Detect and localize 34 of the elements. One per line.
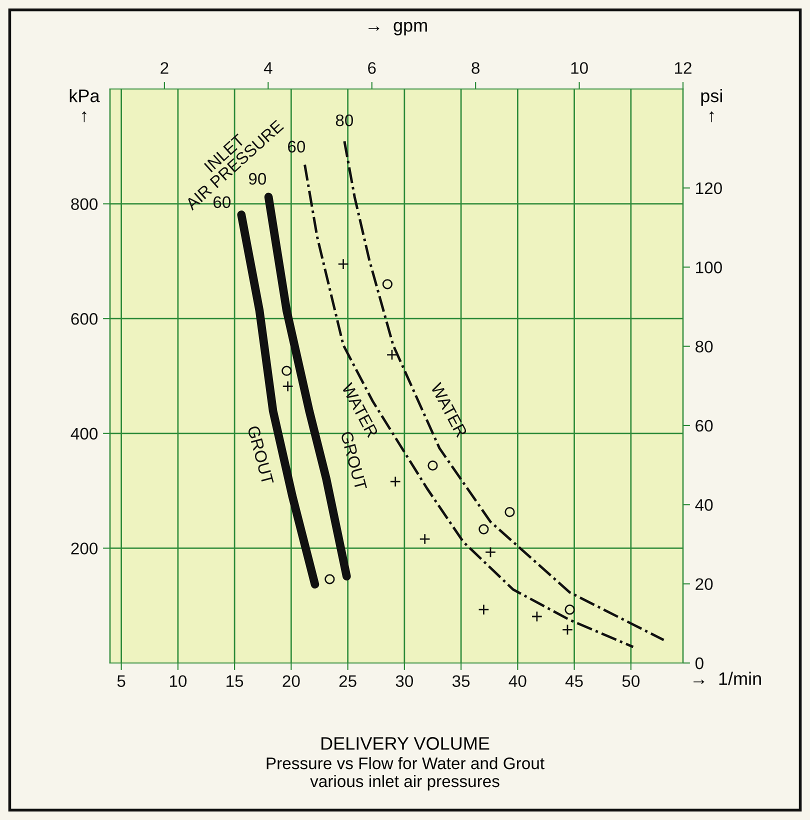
x-tick-label: 35 [452, 675, 470, 688]
x-tick-label: 5 [117, 675, 126, 688]
x-tick-label: 30 [396, 675, 414, 688]
text: DELIVERY VOLUME [322, 737, 490, 750]
x-tick-label: 40 [508, 675, 526, 688]
x2-axis-title: → gpm [368, 22, 427, 36]
x-tick-label: 50 [622, 675, 640, 688]
x-tick-label: 15 [226, 675, 244, 688]
x2-tick-label: 10 [571, 62, 588, 74]
y2-tick-label: 20 [696, 578, 713, 590]
x2-tick-label: 2 [160, 62, 168, 74]
text: Pressure vs Flow for Water and Grout various inlet air pressures [266, 757, 544, 790]
y-tick-label: 400 [70, 428, 98, 440]
y-tick-label: 600 [71, 313, 98, 325]
x2-tick-label: 6 [368, 62, 376, 74]
annotation: GROUT [247, 425, 274, 486]
x2-tick-label: 12 [675, 62, 692, 74]
y2-tick-label: 60 [696, 420, 713, 432]
x-axis-title: → 1/min [694, 672, 761, 686]
y-tick-label: 200 [71, 542, 98, 554]
y2-tick-label: 120 [696, 182, 722, 194]
x-tick-label: 20 [282, 675, 300, 688]
y-tick-label: 800 [71, 198, 98, 210]
y2-tick-label: 100 [696, 262, 722, 274]
y-axis-title: kPa ↑ [70, 89, 100, 122]
y2-tick-label: 40 [695, 499, 713, 511]
x-tick-label: 25 [339, 675, 356, 688]
y2-axis-title: psi ↑ [701, 89, 722, 122]
x2-tick-label: 8 [472, 62, 480, 74]
y2-tick-label: 0 [695, 657, 704, 670]
y2-tick-label: 80 [696, 340, 713, 353]
x-tick-label: 10 [170, 675, 187, 688]
x2-tick-label: 4 [264, 62, 272, 74]
x-tick-label: 45 [565, 675, 583, 688]
